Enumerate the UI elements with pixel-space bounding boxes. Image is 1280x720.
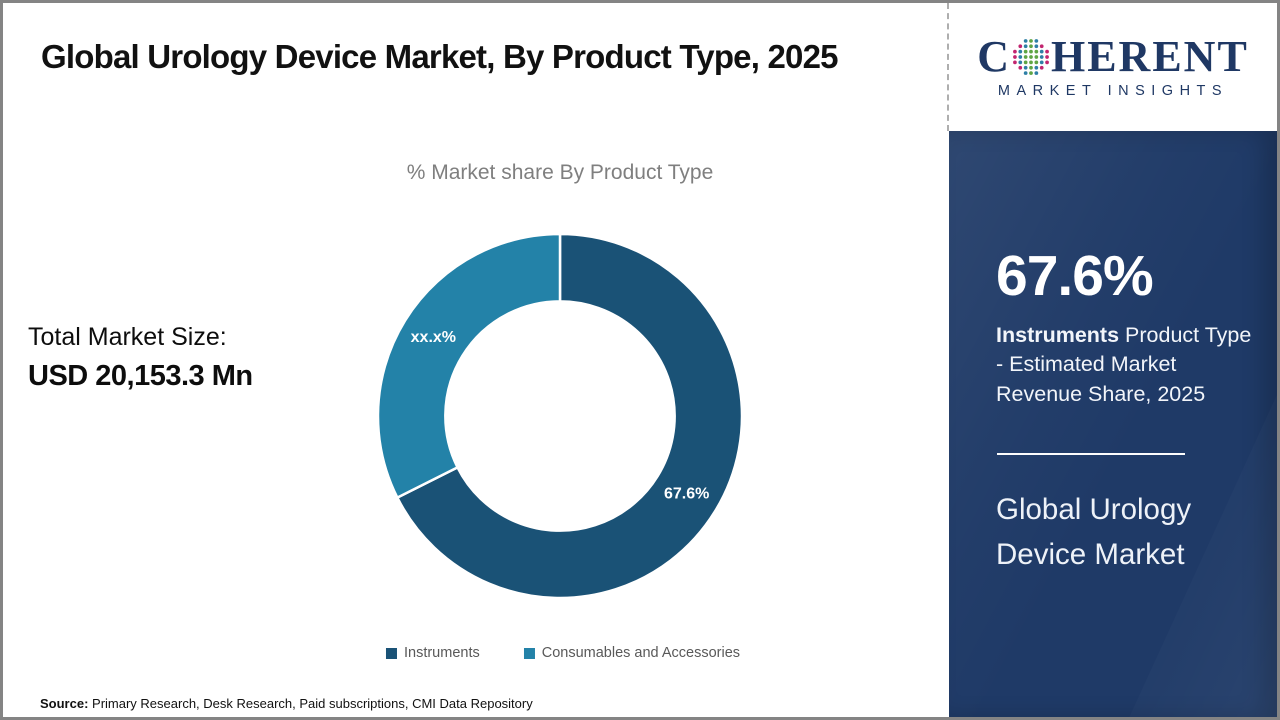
- panel-market-title: Global Urology Device Market: [996, 493, 1192, 572]
- globe-dot: [1013, 49, 1017, 54]
- donut-label-xx.x: xx.x%: [411, 329, 456, 346]
- source-label: Source:: [40, 696, 89, 711]
- globe-dot: [1034, 60, 1039, 65]
- panel-divider: [997, 453, 1185, 455]
- total-market-size-label: Total Market Size:: [28, 323, 227, 351]
- globe-dot: [1018, 49, 1023, 54]
- globe-dot: [1029, 44, 1033, 49]
- donut-slice-consumables-and-accessories: [376, 232, 562, 500]
- globe-dot: [1023, 44, 1028, 49]
- highlight-description: Instruments Product Type - Estimated Mar…: [996, 321, 1262, 409]
- globe-dot: [1018, 60, 1023, 65]
- source-text: Primary Research, Desk Research, Paid su…: [88, 696, 533, 711]
- globe-dot: [1045, 60, 1049, 65]
- globe-dot: [1023, 39, 1028, 43]
- chart-legend: Instruments Consumables and Accessories: [385, 645, 741, 661]
- legend-swatch-instruments-icon: [385, 647, 397, 659]
- globe-dot: [1029, 55, 1033, 59]
- highlight-description-rest: Product Type - Estimated Market Revenue …: [996, 323, 1252, 406]
- globe-dot: [1029, 65, 1033, 70]
- dashed-separator: [947, 3, 949, 131]
- globe-dot: [1039, 44, 1044, 49]
- donut-chart: 67.6% xx.x%: [376, 232, 744, 600]
- globe-dot: [1039, 49, 1044, 54]
- globe-dot: [1018, 55, 1023, 59]
- page-title: Global Urology Device Market, By Product…: [41, 38, 839, 75]
- logo-word-start: C: [977, 32, 1011, 81]
- source-line: Source: Primary Research, Desk Research,…: [40, 696, 533, 711]
- globe-dot: [1029, 60, 1033, 65]
- globe-dot: [1018, 44, 1023, 49]
- highlight-percentage: 67.6%: [996, 244, 1154, 308]
- globe-dot: [1034, 65, 1039, 70]
- globe-dot: [1029, 49, 1033, 54]
- logo-box: C HERENT MARKET INSIGHTS: [949, 3, 1277, 131]
- legend-swatch-consumables-icon: [523, 647, 535, 659]
- globe-dot: [1034, 44, 1039, 49]
- total-market-size-block: Total Market Size: USD 20,153.3 Mn: [28, 323, 253, 393]
- globe-dots-icon: [1013, 39, 1049, 75]
- chart-subtitle: % Market share By Product Type: [406, 161, 714, 184]
- coherent-logo: C HERENT: [977, 35, 1249, 79]
- highlight-segment-name: Instruments: [996, 323, 1120, 347]
- highlight-panel: 67.6% Instruments Product Type - Estimat…: [949, 131, 1277, 717]
- globe-dot: [1023, 49, 1028, 54]
- globe-dot: [1023, 65, 1028, 70]
- globe-dot: [1039, 60, 1044, 65]
- globe-dot: [1023, 71, 1028, 75]
- logo-subtext: MARKET INSIGHTS: [997, 83, 1229, 99]
- globe-dot: [1034, 55, 1039, 59]
- globe-dot: [1039, 65, 1044, 70]
- legend-item-consumables: Consumables and Accessories: [523, 645, 741, 661]
- legend-item-instruments: Instruments: [385, 645, 480, 661]
- globe-dot: [1018, 65, 1023, 70]
- globe-dot: [1034, 71, 1039, 75]
- globe-dot: [1029, 71, 1033, 75]
- legend-label-consumables: Consumables and Accessories: [541, 645, 741, 661]
- globe-dot: [1034, 49, 1039, 54]
- total-market-size-value: USD 20,153.3 Mn: [28, 360, 253, 392]
- globe-dot: [1029, 39, 1033, 43]
- donut-label-67.6: 67.6%: [664, 485, 709, 502]
- globe-dot: [1039, 55, 1044, 59]
- globe-dot: [1013, 60, 1017, 65]
- globe-dot: [1034, 39, 1039, 43]
- globe-dot: [1023, 60, 1028, 65]
- globe-dot: [1045, 49, 1049, 54]
- globe-dot: [1045, 55, 1049, 59]
- logo-word-end: HERENT: [1050, 32, 1249, 81]
- legend-label-instruments: Instruments: [403, 645, 480, 661]
- globe-dot: [1023, 55, 1028, 59]
- globe-dot: [1013, 55, 1017, 59]
- donut-slice-instruments: [395, 232, 744, 600]
